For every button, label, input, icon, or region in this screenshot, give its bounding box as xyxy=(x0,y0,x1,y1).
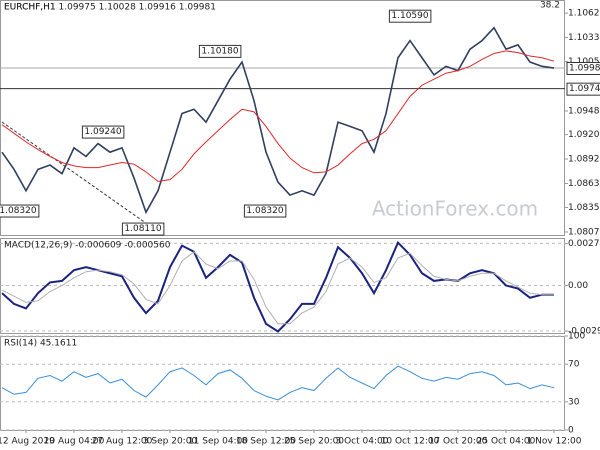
value-label: 1.09240 xyxy=(84,127,121,137)
x-tick-label: 25 Sep 20:00 xyxy=(284,437,344,447)
y-tick-label: 70 xyxy=(568,360,580,370)
value-label: 1.10180 xyxy=(201,46,238,56)
x-tick-label: 20 Aug 04:00 xyxy=(44,437,105,447)
panel-frame xyxy=(0,0,565,236)
panel-title: RSI(14) 45.1611 xyxy=(4,339,77,349)
value-label: 1.08320 xyxy=(0,206,37,216)
y-tick-label: 1.08635 xyxy=(568,179,600,189)
value-box xyxy=(566,61,600,75)
y-tick-label: 100 xyxy=(568,332,585,342)
y-tick-label: 1.09480 xyxy=(568,106,600,116)
series-line xyxy=(1,50,555,182)
y-tick-label: 0.00 xyxy=(568,281,588,291)
x-tick-label: 10 Oct 12:00 xyxy=(381,437,440,447)
y-tick-label: 1.08920 xyxy=(568,155,600,165)
y-tick-label: 0.002747 xyxy=(568,239,600,249)
value-label: 1.09740 xyxy=(569,84,600,94)
panel-frame xyxy=(0,336,565,431)
value-label: 1.08110 xyxy=(124,224,161,234)
y-tick-label: 1.10335 xyxy=(568,33,600,43)
y-tick-label: 0 xyxy=(568,426,574,436)
x-tick-label: 11 Sep 04:00 xyxy=(188,437,248,447)
trend-line xyxy=(1,121,151,227)
value-box xyxy=(198,44,242,58)
value-box xyxy=(0,204,40,218)
x-tick-label: 3 Sep 20:00 xyxy=(143,437,198,447)
series-line xyxy=(1,251,554,325)
panel-title: EURCHF,H1 xyxy=(4,3,56,13)
x-tick-label: 18 Sep 12:00 xyxy=(236,437,296,447)
watermark: ActionForex.com xyxy=(372,197,538,221)
x-tick-label: 1 Nov 12:00 xyxy=(527,437,582,447)
chart-header: EURCHF,H1 1.09975 1.10028 1.09916 1.0998… xyxy=(4,3,216,13)
x-tick-label: 27 Aug 12:00 xyxy=(92,437,153,447)
series-line xyxy=(1,240,554,333)
value-box xyxy=(121,222,165,236)
series-line xyxy=(1,365,555,401)
x-tick-label: 3 Oct 04:00 xyxy=(336,437,389,447)
y-tick-label: 1.09205 xyxy=(568,130,600,140)
y-tick-label: 1.08355 xyxy=(568,203,600,213)
fib-label: 38.2 xyxy=(540,1,560,11)
value-label: 1.09981 xyxy=(569,63,600,73)
panel-title: MACD(12,26,9) -0.000609 -0.000560 xyxy=(4,241,171,251)
value-label: 1.08320 xyxy=(246,206,283,216)
value-box xyxy=(243,204,287,218)
x-tick-label: 12 Aug 2019 xyxy=(0,437,55,447)
series-line xyxy=(1,26,555,215)
value-box xyxy=(566,82,600,96)
y-tick-label: -0.002972 xyxy=(568,327,600,337)
value-label: 1.10590 xyxy=(391,11,428,21)
y-tick-label: 1.10620 xyxy=(568,9,600,19)
y-tick-label: 30 xyxy=(568,397,580,407)
x-tick-label: 17 Oct 20:00 xyxy=(429,437,488,447)
x-tick-label: 25 Oct 04:00 xyxy=(477,437,536,447)
value-box xyxy=(81,125,125,139)
value-box xyxy=(388,9,432,23)
y-tick-label: 1.08070 xyxy=(568,227,600,237)
